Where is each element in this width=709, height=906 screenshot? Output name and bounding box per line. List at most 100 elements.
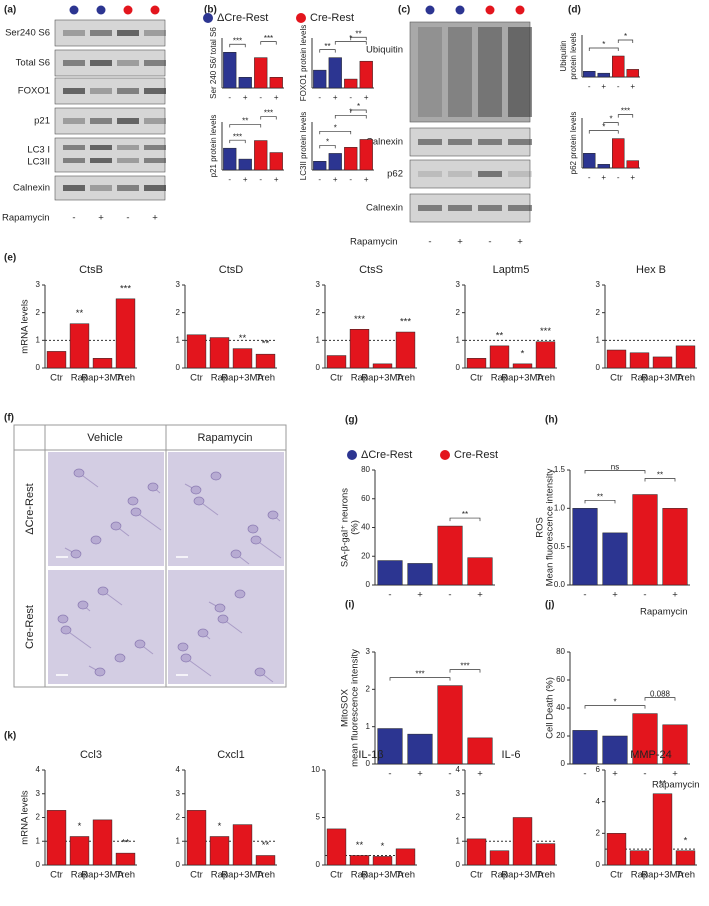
legend-marker	[347, 450, 357, 460]
bracket	[334, 115, 367, 119]
x-tick-label: Treh	[676, 870, 695, 881]
x-tick-label: Ctr	[610, 373, 623, 384]
legend-label: Cre-Rest	[310, 12, 354, 24]
y-tick-label: 0	[596, 860, 601, 869]
bar	[328, 57, 342, 89]
y-tick-label: 1	[36, 335, 41, 344]
y-axis-label: Mean fluorescence intensity	[545, 468, 556, 586]
y-tick-label: 0	[456, 363, 461, 372]
bar	[662, 724, 688, 765]
band	[90, 118, 112, 124]
blot-row-label: Calnexin	[366, 203, 403, 214]
bar	[359, 139, 373, 171]
x-tick-label: +	[274, 175, 279, 184]
smear	[508, 27, 532, 117]
band	[117, 60, 139, 66]
band	[90, 158, 112, 163]
significance: **	[324, 42, 330, 51]
y-tick-label: 1	[176, 836, 181, 845]
micrograph-column: Rapamycin	[197, 432, 252, 444]
y-tick-label: 0	[456, 860, 461, 869]
blot	[409, 159, 531, 189]
group-dot	[69, 5, 79, 15]
bar	[395, 848, 416, 866]
x-tick-label: -	[349, 175, 352, 184]
x-tick-label: Rap+3MA	[221, 870, 264, 881]
band	[90, 30, 112, 36]
cell	[110, 521, 122, 531]
micrograph	[48, 452, 164, 566]
x-tick-label: +	[477, 590, 483, 601]
y-tick-label: 0	[561, 759, 566, 768]
treatment-label: Rapamycin	[652, 780, 700, 791]
y-axis-label: (%)	[350, 520, 361, 535]
band	[478, 139, 502, 145]
cell	[247, 524, 259, 534]
condition-label: -	[126, 213, 129, 224]
x-tick-label: +	[630, 82, 635, 91]
bar	[313, 69, 327, 89]
neurite	[65, 629, 92, 649]
bar	[489, 850, 510, 866]
cell	[97, 586, 109, 596]
y-tick-label: 2	[456, 813, 461, 822]
x-tick-label: -	[318, 175, 321, 184]
x-tick-label: Rap	[491, 870, 508, 881]
y-tick-label: 1	[316, 335, 321, 344]
x-tick-label: +	[672, 769, 678, 780]
legend-label: ΔCre-Rest	[361, 449, 412, 461]
bracket	[584, 470, 646, 474]
x-tick-label: -	[588, 82, 591, 91]
band	[508, 171, 532, 177]
bar	[186, 334, 207, 369]
x-tick-label: Ctr	[190, 373, 203, 384]
condition-label: +	[517, 237, 523, 248]
y-tick-label: 5	[316, 813, 321, 822]
x-tick-label: +	[672, 590, 678, 601]
condition-label: -	[72, 213, 75, 224]
x-tick-label: -	[588, 173, 591, 182]
y-tick-label: 1	[366, 722, 371, 731]
y-tick-label: 2	[456, 308, 461, 317]
y-tick-label: 1.0	[554, 503, 566, 512]
x-tick-label: -	[318, 93, 321, 102]
significance: **	[356, 840, 364, 851]
significance: **	[239, 333, 247, 344]
y-tick-label: 20	[556, 731, 565, 740]
x-tick-label: Treh	[396, 870, 415, 881]
y-tick-label: 1	[596, 335, 601, 344]
significance: *	[624, 32, 627, 41]
bar	[223, 52, 237, 89]
x-tick-label: Rap+3MA	[641, 870, 684, 881]
y-axis-label: Ubiquitin	[559, 40, 568, 71]
y-tick-label: 3	[316, 280, 321, 289]
x-tick-label: +	[364, 175, 369, 184]
x-tick-label: Treh	[396, 373, 415, 384]
neurite	[255, 539, 282, 559]
y-tick-label: 0	[36, 363, 41, 372]
cell	[190, 485, 202, 495]
y-tick-label: 3	[36, 280, 41, 289]
bar	[489, 345, 510, 369]
y-tick-label: 0	[316, 860, 321, 869]
cell	[94, 667, 106, 677]
significance: ***	[460, 662, 469, 671]
y-axis-label: MitoSOX	[340, 688, 351, 727]
band	[144, 30, 166, 36]
x-tick-label: Ctr	[50, 870, 63, 881]
y-tick-label: 80	[556, 647, 565, 656]
bracket	[229, 43, 246, 48]
bar	[186, 810, 207, 866]
bar	[349, 855, 370, 866]
bar	[602, 735, 628, 765]
significance: **	[242, 117, 248, 126]
y-tick-label: 3	[176, 280, 181, 289]
bar	[115, 852, 136, 866]
x-tick-label: +	[417, 590, 423, 601]
bracket	[260, 41, 277, 45]
x-tick-label: +	[601, 173, 606, 182]
y-tick-label: 0.5	[554, 542, 566, 551]
blot-row-label: Ser240 S6	[5, 28, 50, 39]
x-tick-label: Treh	[116, 373, 135, 384]
